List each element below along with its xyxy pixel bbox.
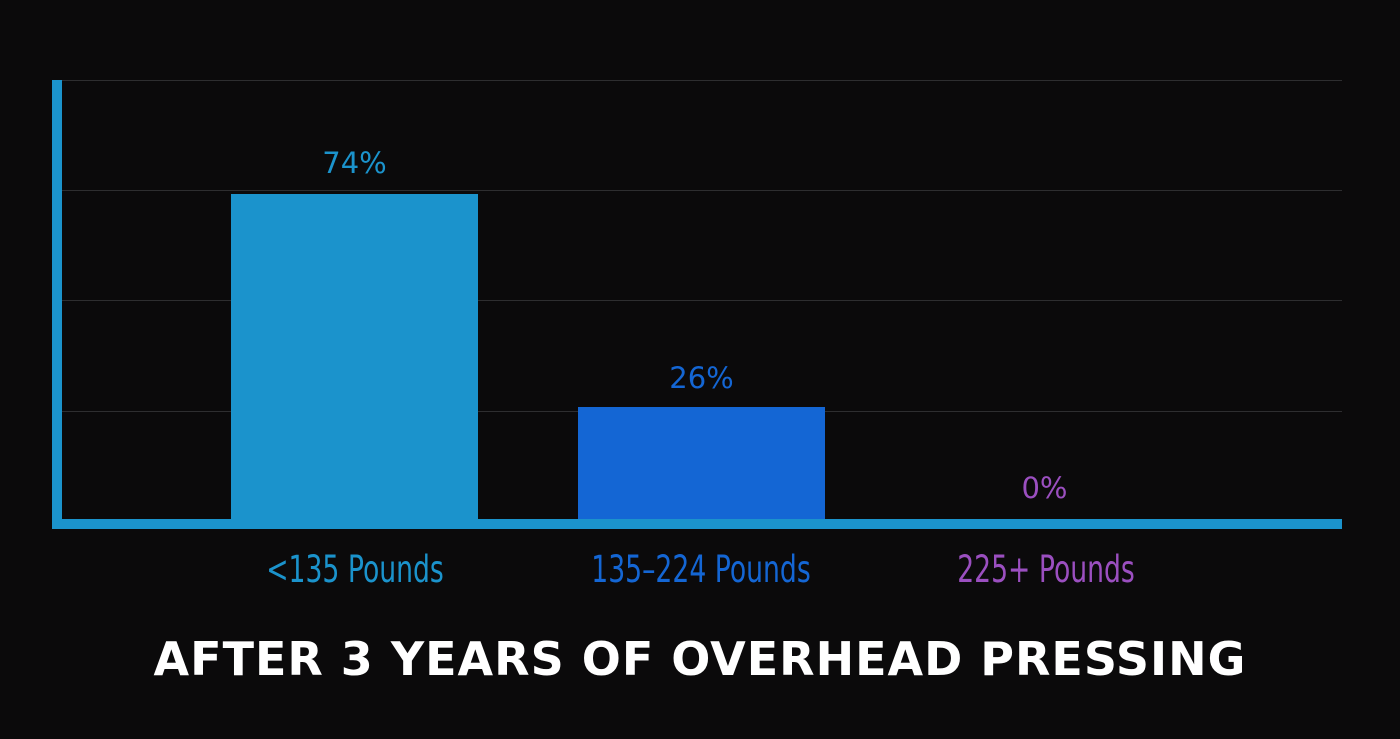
bar-135-224 xyxy=(578,407,825,520)
value-label: 26% xyxy=(669,361,734,395)
category-label: 225+ Pounds xyxy=(957,548,1135,591)
x-axis xyxy=(52,519,1342,529)
gridline xyxy=(62,190,1342,191)
gridline xyxy=(62,300,1342,301)
chart-title: AFTER 3 YEARS OF OVERHEAD PRESSING xyxy=(153,632,1247,686)
category-label: 135–224 Pounds xyxy=(591,548,811,591)
bar-under-135 xyxy=(231,194,478,520)
gridline xyxy=(62,80,1342,81)
category-label: <135 Pounds xyxy=(266,548,444,591)
value-label: 0% xyxy=(1021,471,1068,505)
y-axis xyxy=(52,80,62,529)
value-label: 74% xyxy=(322,146,387,180)
